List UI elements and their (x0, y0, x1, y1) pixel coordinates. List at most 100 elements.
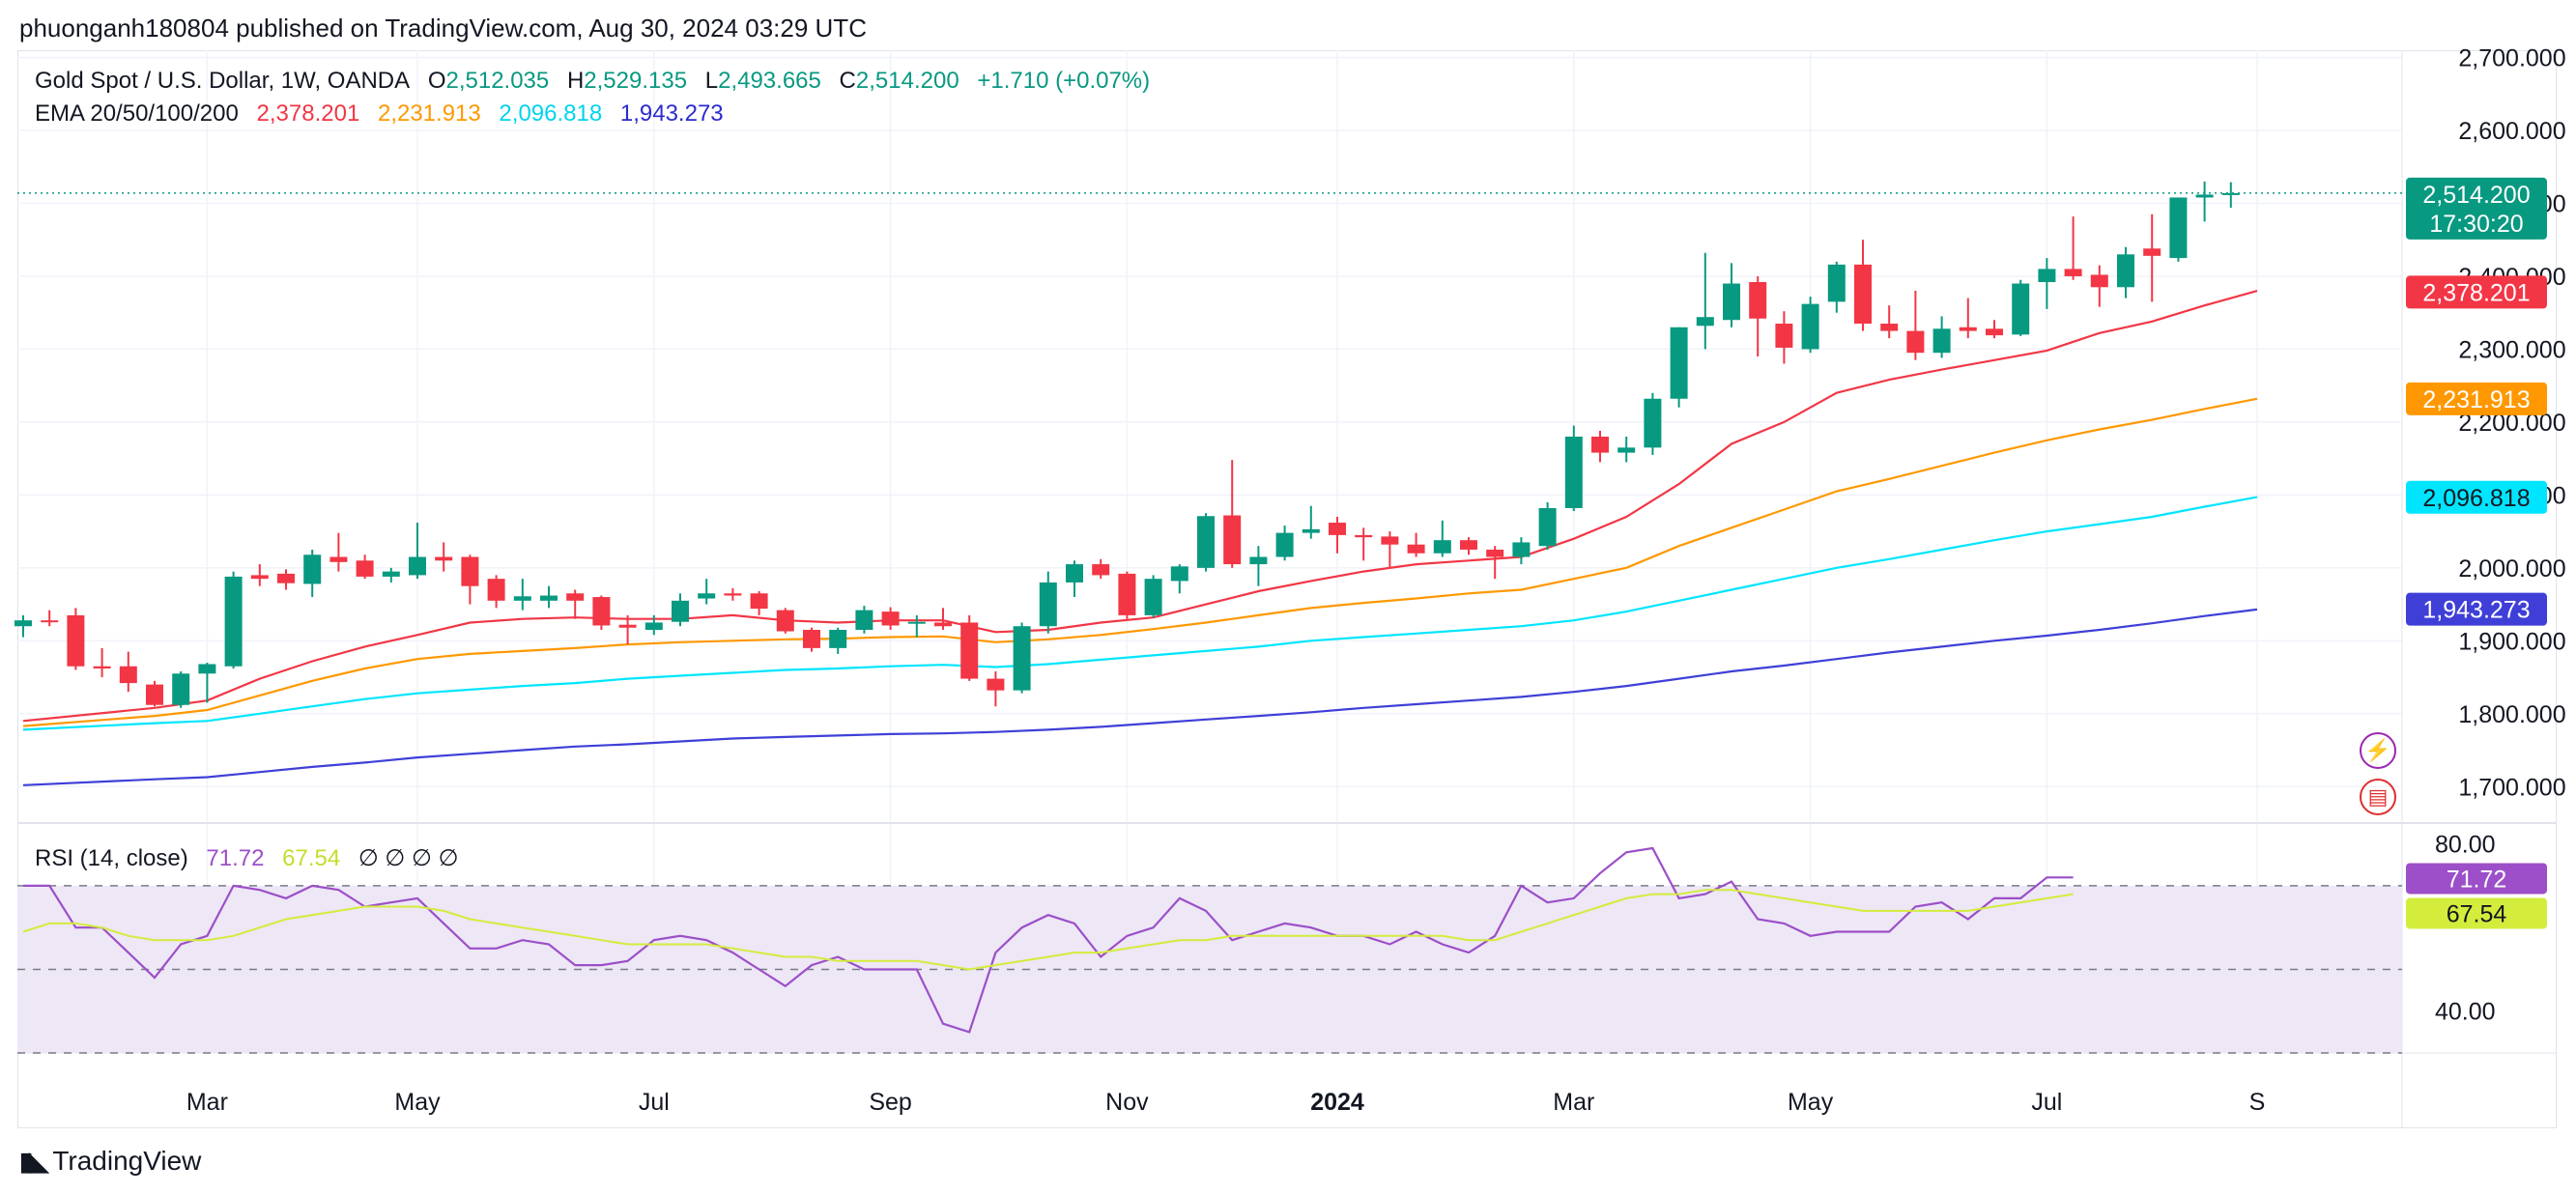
close-label: C (839, 68, 856, 94)
candle (1355, 527, 1373, 561)
candle-body (1407, 544, 1425, 554)
ema20-badge-bg (2406, 275, 2547, 309)
candle (1066, 560, 1083, 598)
candle (1617, 437, 1636, 463)
candle-body (67, 614, 85, 667)
candle (540, 585, 558, 609)
candle-body (1591, 437, 1609, 453)
candle-body (750, 593, 768, 610)
ema-label: EMA 20/50/100/200 (35, 100, 239, 127)
candle-body (1775, 324, 1793, 348)
time-tick-label: S (2249, 1089, 2266, 1116)
price-tick-label: 2,000.000 (2458, 555, 2565, 583)
tradingview-logo[interactable]: ▮◣ TradingView (19, 1146, 201, 1177)
candle-body (1749, 282, 1767, 319)
candle (1854, 240, 1872, 331)
candle (119, 651, 137, 693)
candle-body (592, 597, 611, 626)
candle (1223, 460, 1242, 568)
candle (776, 608, 794, 634)
candle-body (1564, 437, 1583, 508)
candle-body (1433, 540, 1451, 554)
candle-body (644, 622, 663, 630)
candle-body (2169, 197, 2188, 259)
candle (829, 627, 847, 654)
candle-body (224, 576, 243, 667)
candle (1329, 517, 1346, 554)
candle-body (277, 573, 295, 583)
candle (1039, 571, 1057, 634)
candle-body (1329, 523, 1346, 535)
candle (382, 567, 400, 583)
candle-body (1696, 317, 1714, 327)
candle (1723, 263, 1740, 327)
us-flag-icon[interactable]: ▤ (2360, 779, 2396, 815)
candle (2221, 182, 2240, 209)
rsi-ma-badge-text: 67.54 (2447, 901, 2507, 928)
rsi-tick-label: 80.00 (2435, 832, 2496, 859)
candle (855, 606, 873, 634)
change-value: +1.710 (+0.07%) (977, 68, 1151, 94)
candle-body (1275, 532, 1294, 557)
price-tick-label: 2,300.000 (2458, 336, 2565, 363)
ema-line-ema200 (22, 608, 2258, 786)
last-price-badge-text: 2,514.200 (2422, 182, 2530, 209)
symbol-label: Gold Spot / U.S. Dollar, 1W, OANDA (35, 68, 411, 94)
time-tick-label: May (1788, 1089, 1834, 1116)
candle (2143, 213, 2161, 302)
candle-body (1039, 582, 1057, 627)
candle (41, 610, 59, 627)
candle (750, 591, 768, 615)
candle-body (2221, 192, 2240, 195)
candle-body (382, 571, 400, 577)
candle-body (2038, 269, 2056, 282)
publisher-line: phuonganh180804 published on TradingView… (19, 14, 867, 43)
high-value: 2,529.135 (584, 68, 688, 94)
candle-body (1486, 549, 1504, 557)
tv-logo-text: TradingView (52, 1146, 202, 1176)
ema50-value: 2,231.913 (377, 100, 481, 127)
candle (277, 569, 295, 590)
candle (1564, 425, 1583, 511)
candle (2090, 265, 2108, 307)
candle-body (329, 556, 348, 562)
candle (960, 614, 979, 681)
time-tick-label: Jul (2031, 1089, 2062, 1116)
ema200-badge-text: 1,943.273 (2422, 597, 2530, 624)
candle (1827, 261, 1846, 313)
rsi-legend: RSI (14, close) 71.72 67.54 ∅ ∅ ∅ ∅ (35, 844, 471, 872)
ema-line-ema100 (22, 496, 2258, 731)
candle-body (1118, 573, 1136, 615)
candle (146, 680, 163, 707)
candle-body (934, 622, 952, 627)
open-label: O (427, 68, 446, 94)
candle (1170, 564, 1188, 594)
candle-body (41, 620, 59, 623)
candle (1512, 537, 1531, 565)
candle-body (1723, 283, 1740, 321)
candle-body (14, 620, 32, 627)
candle-body (1302, 528, 1320, 533)
rsi-ma-badge-bg (2406, 897, 2547, 929)
candle-body (672, 600, 689, 622)
candle (1670, 327, 1688, 408)
candle-body (250, 575, 269, 580)
candle-body (1066, 564, 1083, 583)
candle-body (1249, 556, 1268, 565)
candle (1932, 316, 1951, 358)
lightning-icon[interactable]: ⚡ (2360, 732, 2396, 769)
candle (1118, 571, 1136, 619)
candle (907, 614, 926, 638)
candle-body (618, 624, 637, 628)
time-tick-label: May (394, 1089, 441, 1116)
candle (172, 671, 190, 708)
rsi-label: RSI (14, close) (35, 845, 188, 871)
candle (803, 627, 820, 652)
candle (409, 523, 426, 580)
candle-body (435, 556, 453, 561)
ema-line-ema20 (22, 290, 2258, 723)
ema-legend: EMA 20/50/100/200 2,378.201 2,231.913 2,… (35, 100, 735, 128)
candle-body (1197, 516, 1215, 568)
candle (1197, 513, 1215, 572)
